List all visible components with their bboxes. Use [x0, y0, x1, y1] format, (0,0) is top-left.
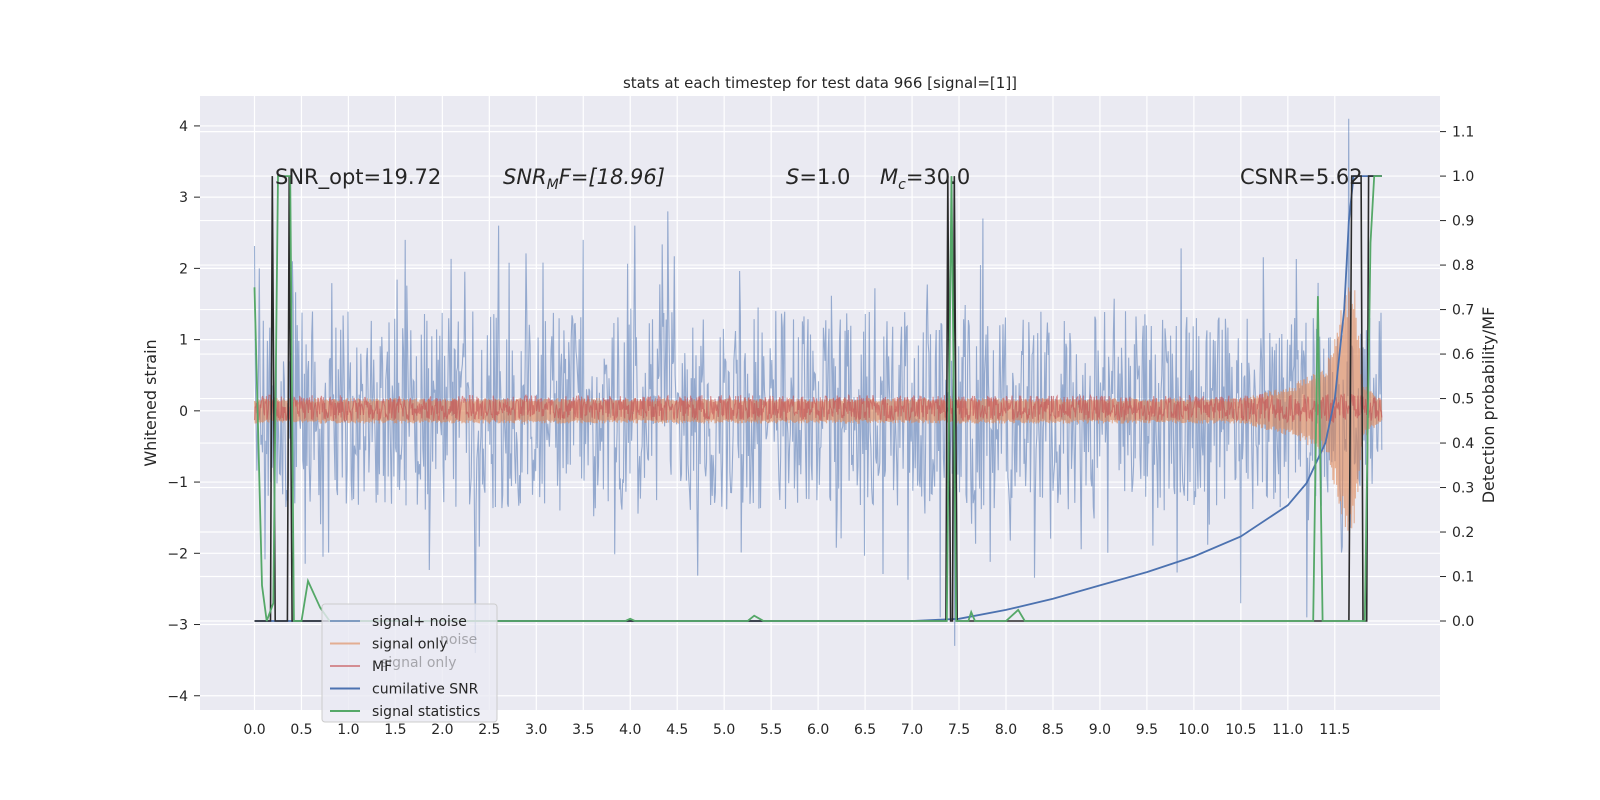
annotations: SNR_opt=19.72 SNRMF=[18.96] S=1.0 Mc=30.…	[275, 165, 1363, 193]
annotation-snr-mf-symbol: SNR	[503, 165, 547, 189]
x-tick-label: 3.0	[525, 722, 547, 738]
y-right-tick-label: 1.0	[1452, 169, 1474, 185]
y-right-tick-label: 0.8	[1452, 258, 1474, 274]
y-left-tick-label: 2	[179, 261, 188, 277]
x-tick-label: 6.5	[854, 722, 876, 738]
y-left-tick-label: −4	[167, 689, 188, 705]
annotation-snr-opt: SNR_opt=19.72	[275, 165, 441, 190]
legend-label: cumilative SNR	[372, 682, 479, 698]
x-tick-label: 4.5	[666, 722, 688, 738]
legend-label: signal only	[372, 637, 447, 653]
x-tick-label: 1.0	[337, 722, 359, 738]
legend-ghost-noise: noise	[440, 632, 477, 648]
y-left-tick-label: 1	[179, 333, 188, 349]
x-tick-label: 10.5	[1225, 722, 1256, 738]
x-tick-label: 2.0	[431, 722, 453, 738]
legend-box	[321, 603, 498, 723]
series-detection-line	[254, 175, 1382, 622]
y-left-tick-label: 3	[179, 190, 188, 206]
mf-line	[253, 393, 1383, 424]
annotation-mc-subscript: c	[898, 177, 906, 193]
y-left-tick-label: 0	[179, 404, 188, 420]
annotation-mc-symbol: M	[880, 165, 898, 189]
y-right-tick-label: 1.1	[1452, 125, 1474, 141]
y-axis-right-ticks: 1.1 1.0 0.9 0.8 0.7 0.6 0.5 0.4 0.3 0.2 0.1 0.0	[1440, 125, 1474, 630]
x-tick-label: 4.0	[619, 722, 641, 738]
y-right-tick-label: 0.4	[1452, 436, 1474, 452]
x-tick-label: 8.5	[1042, 722, 1064, 738]
legend-ghost-signal-only: signal only	[381, 655, 456, 671]
x-tick-label: 0.0	[243, 722, 265, 738]
x-tick-label: 7.0	[901, 722, 923, 738]
y-right-tick-label: 0.7	[1452, 303, 1474, 319]
x-tick-label: 3.5	[572, 722, 594, 738]
annotation-snr-mf-value: F=[18.96]	[559, 165, 665, 189]
y-right-tick-label: 0.1	[1452, 570, 1474, 586]
y-right-tick-label: 0.5	[1452, 392, 1474, 408]
annotation-mc-value: =30.0	[906, 165, 970, 189]
series-mf-signal-only	[253, 287, 1383, 531]
y-right-tick-label: 0.2	[1452, 525, 1474, 541]
y-axis-right-label: Detection probability/MF	[1479, 307, 1498, 504]
series-cumulative-snr-line	[254, 175, 1382, 622]
annotation-s-value: =1.0	[799, 165, 850, 189]
x-tick-label: 8.0	[995, 722, 1017, 738]
x-tick-label: 7.5	[948, 722, 970, 738]
series-signal-statistics-line	[253, 175, 1382, 622]
x-tick-label: 5.0	[713, 722, 735, 738]
y-left-tick-label: −1	[167, 475, 188, 491]
y-right-tick-label: 0.0	[1452, 614, 1474, 630]
y-right-tick-label: 0.6	[1452, 347, 1474, 363]
x-tick-label: 1.5	[384, 722, 406, 738]
legend-label: signal+ noise	[372, 614, 467, 630]
annotation-csnr: CSNR=5.62	[1240, 165, 1363, 189]
y-left-tick-label: 4	[179, 119, 188, 135]
y-axis-left-ticks: 4 3 2 1 0 −1 −2 −3 −4	[167, 119, 200, 705]
annotation-s-symbol: S	[786, 165, 799, 189]
x-axis-ticks: 0.0 0.5 1.0 1.5 2.0 2.5 3.0 3.5 4.0 4.5 5.0 5.5 6.0 6…	[243, 722, 1350, 738]
x-tick-label: 9.5	[1136, 722, 1158, 738]
y-left-tick-label: −3	[167, 618, 188, 634]
annotation-s: S=1.0	[786, 165, 850, 189]
x-tick-label: 11.0	[1272, 722, 1303, 738]
annotation-mc: Mc=30.0	[880, 165, 970, 193]
y-left-tick-label: −2	[167, 546, 188, 562]
annotation-snr-mf-subscript: M	[547, 177, 559, 193]
y-right-tick-label: 0.9	[1452, 214, 1474, 230]
x-tick-label: 2.5	[478, 722, 500, 738]
legend: noise signal only signal+ noise signal on…	[321, 603, 498, 723]
data-layer	[253, 118, 1383, 654]
x-tick-label: 9.0	[1089, 722, 1111, 738]
y-right-tick-label: 0.3	[1452, 481, 1474, 497]
x-tick-label: 11.5	[1319, 722, 1350, 738]
annotation-snr-mf: SNRMF=[18.96]	[503, 165, 665, 193]
x-tick-label: 5.5	[760, 722, 782, 738]
x-tick-label: 0.5	[290, 722, 312, 738]
y-axis-left-label: Whitened strain	[141, 339, 160, 466]
chart-title: stats at each timestep for test data 966…	[623, 74, 1017, 92]
legend-label: MF	[372, 659, 392, 675]
x-tick-label: 6.0	[807, 722, 829, 738]
legend-label: signal statistics	[372, 704, 480, 720]
x-tick-label: 10.0	[1178, 722, 1209, 738]
